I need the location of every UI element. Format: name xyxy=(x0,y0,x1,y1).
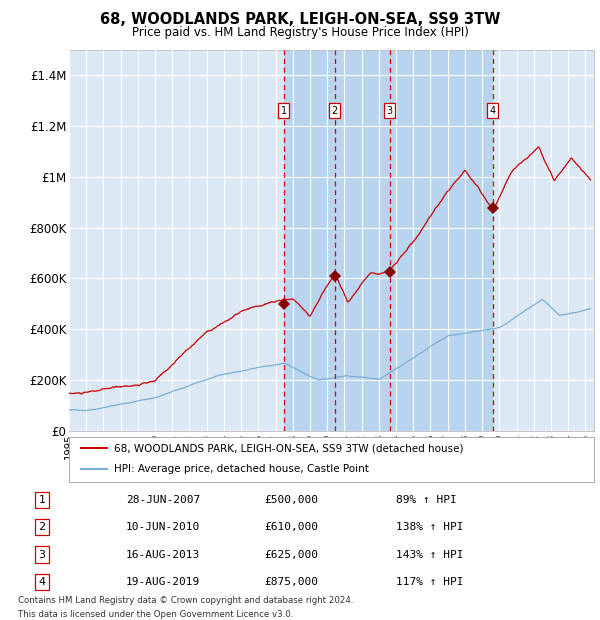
Text: 89% ↑ HPI: 89% ↑ HPI xyxy=(396,495,457,505)
Text: 1: 1 xyxy=(38,495,46,505)
Text: £500,000: £500,000 xyxy=(264,495,318,505)
Bar xyxy=(389,50,493,431)
Text: 10-JUN-2010: 10-JUN-2010 xyxy=(126,523,200,533)
Text: 4: 4 xyxy=(38,577,46,587)
Text: 16-AUG-2013: 16-AUG-2013 xyxy=(126,549,200,559)
Text: 2: 2 xyxy=(38,523,46,533)
Text: £875,000: £875,000 xyxy=(264,577,318,587)
Text: 2: 2 xyxy=(332,105,338,115)
Text: HPI: Average price, detached house, Castle Point: HPI: Average price, detached house, Cast… xyxy=(113,464,368,474)
Text: £610,000: £610,000 xyxy=(264,523,318,533)
Bar xyxy=(284,50,335,431)
Text: 1: 1 xyxy=(281,105,287,115)
Text: 68, WOODLANDS PARK, LEIGH-ON-SEA, SS9 3TW: 68, WOODLANDS PARK, LEIGH-ON-SEA, SS9 3T… xyxy=(100,12,500,27)
Text: 19-AUG-2019: 19-AUG-2019 xyxy=(126,577,200,587)
Text: Price paid vs. HM Land Registry's House Price Index (HPI): Price paid vs. HM Land Registry's House … xyxy=(131,26,469,39)
Text: This data is licensed under the Open Government Licence v3.0.: This data is licensed under the Open Gov… xyxy=(18,610,293,619)
Text: £625,000: £625,000 xyxy=(264,549,318,559)
Text: 138% ↑ HPI: 138% ↑ HPI xyxy=(396,523,464,533)
Text: 143% ↑ HPI: 143% ↑ HPI xyxy=(396,549,464,559)
Bar xyxy=(335,50,389,431)
Text: 68, WOODLANDS PARK, LEIGH-ON-SEA, SS9 3TW (detached house): 68, WOODLANDS PARK, LEIGH-ON-SEA, SS9 3T… xyxy=(113,443,463,453)
Text: 117% ↑ HPI: 117% ↑ HPI xyxy=(396,577,464,587)
Text: 3: 3 xyxy=(38,549,46,559)
Text: 3: 3 xyxy=(386,105,392,115)
Text: 4: 4 xyxy=(490,105,496,115)
Text: 28-JUN-2007: 28-JUN-2007 xyxy=(126,495,200,505)
Text: Contains HM Land Registry data © Crown copyright and database right 2024.: Contains HM Land Registry data © Crown c… xyxy=(18,596,353,606)
